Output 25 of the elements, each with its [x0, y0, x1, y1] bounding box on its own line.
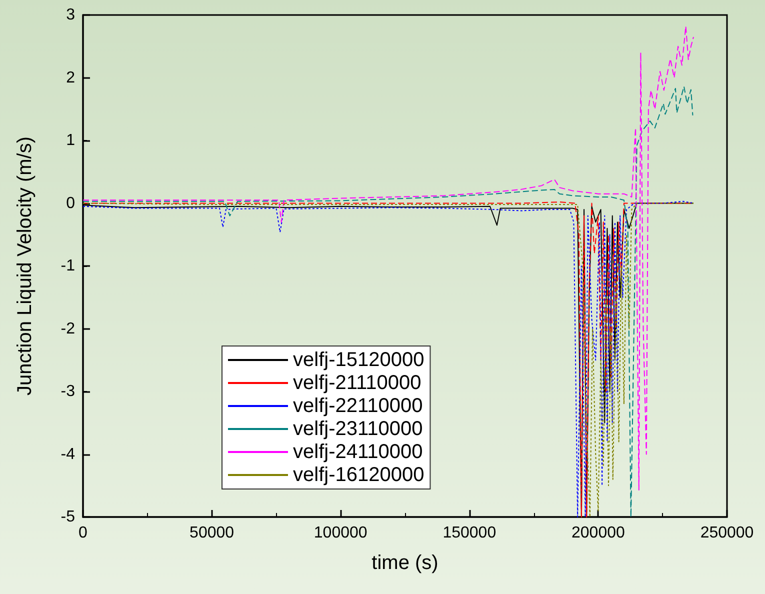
- y-tick-label: 1: [66, 132, 76, 149]
- x-tick-label: 0: [78, 524, 88, 542]
- x-axis-title: time (s): [372, 552, 438, 574]
- x-tick-label: 50000: [190, 524, 234, 542]
- y-tick-label: -3: [60, 383, 76, 400]
- line-series: [82, 86, 694, 518]
- legend-label: velfj-21110000: [293, 372, 422, 394]
- legend-label: velfj-16120000: [293, 464, 424, 486]
- y-tick-label: -5: [60, 508, 76, 526]
- y-tick-label: 0: [66, 194, 76, 212]
- legend-label: velfj-15120000: [293, 349, 424, 371]
- legend-label: velfj-23110000: [293, 418, 423, 440]
- y-tick-label: 3: [66, 6, 76, 24]
- y-tick-label: 2: [66, 69, 76, 86]
- x-tick-label: 150000: [442, 524, 496, 542]
- x-tick-label: 250000: [700, 524, 754, 542]
- y-tick-label: -1: [60, 258, 76, 274]
- x-tick-label: 100000: [314, 524, 368, 542]
- legend-label: velfj-22110000: [293, 395, 423, 417]
- line-series: [82, 26, 694, 491]
- x-tick-label: 200000: [572, 524, 625, 542]
- y-tick-label: -2: [60, 320, 76, 338]
- legend-label: velfj-24110000: [293, 441, 423, 463]
- y-axis-title: Junction Liquid Velocity (m/s): [14, 136, 36, 396]
- y-tick-label: -4: [60, 446, 76, 463]
